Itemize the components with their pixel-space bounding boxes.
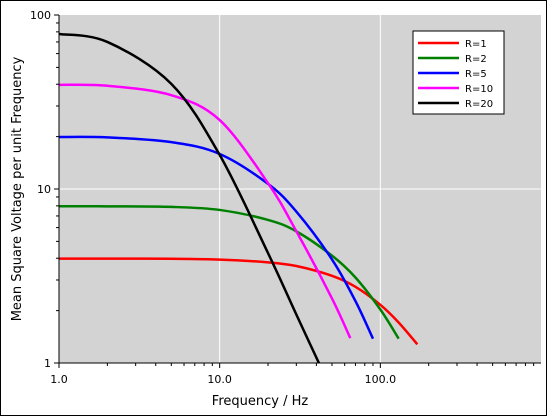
x-tick-label: 10.0 <box>207 373 232 386</box>
legend-label: R=5 <box>465 69 487 80</box>
legend-label: R=20 <box>465 99 493 110</box>
legend-label: R=2 <box>465 54 487 65</box>
x-axis-label: Frequency / Hz <box>212 394 309 409</box>
series-line-4 <box>59 83 352 339</box>
series-line-2 <box>59 204 400 340</box>
legend-label: R=10 <box>465 84 493 95</box>
x-tick-label: 1.0 <box>50 373 68 386</box>
x-tick-label: 100.0 <box>365 373 397 386</box>
series-line-5 <box>59 32 321 363</box>
y-tick-label: 100 <box>30 9 51 22</box>
legend-label: R=1 <box>465 39 487 50</box>
y-axis-label: Mean Square Voltage per unit Frequency <box>10 56 25 321</box>
series-line-1 <box>59 257 419 346</box>
y-tick-label: 10 <box>37 183 51 196</box>
y-tick-label: 1 <box>44 357 51 370</box>
